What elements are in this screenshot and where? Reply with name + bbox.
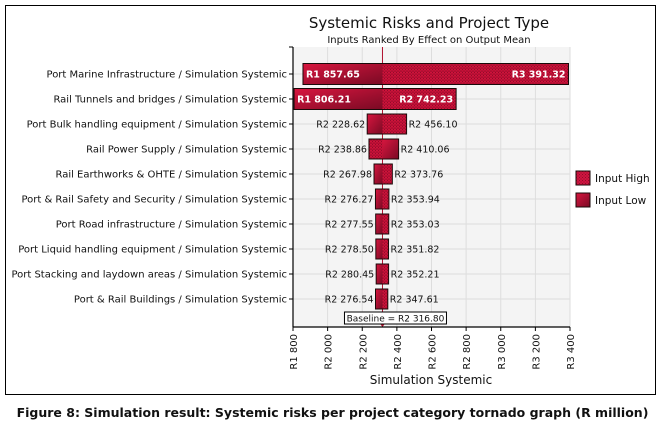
low-value-label: R2 278.50 [325,245,374,256]
high-value-label: R3 391.32 [512,70,566,81]
high-value-label: R2 410.06 [401,145,450,156]
bar-high-segment [382,88,457,110]
figure-caption: Figure 8: Simulation result: Systemic ri… [16,405,649,420]
bar-outline [375,238,390,260]
high-value-label: R2 373.76 [394,170,443,181]
x-tick-label: R2 800 [462,334,473,370]
baseline-label: Baseline = R2 316.80 [347,315,445,325]
bar-high-segment [382,289,388,309]
chart-title: Systemic Risks and Project Type [309,14,549,32]
category-label: Port Bulk handling equipment / Simulatio… [27,120,287,131]
x-tick-label: R1 800 [289,334,300,370]
category-label: Rail Power Supply / Simulation Systemic [86,145,287,156]
bar-low-segment [374,164,383,184]
bar-outline [293,88,457,110]
legend-label-input-low: Input Low [595,195,647,207]
high-value-label: R2 353.94 [391,195,440,206]
low-value-label: R2 277.55 [325,220,374,231]
x-tick-label: R3 400 [566,334,577,370]
tornado-bar[interactable] [375,238,390,260]
legend: Input High Input Low [575,170,650,208]
bar-outline [375,213,390,235]
bar-low-segment [375,214,383,234]
chart-subtitle: Inputs Ranked By Effect on Output Mean [327,35,530,46]
bar-high-segment [382,239,389,259]
category-labels: Port Marine Infrastructure / Simulation … [11,70,293,306]
low-value-label: R2 228.62 [316,120,365,131]
bar-high-segment [382,114,407,134]
category-label: Port & Rail Safety and Security / Simula… [21,195,287,206]
tornado-bar[interactable] [293,88,457,110]
category-label: Rail Earthworks & OHTE / Simulation Syst… [55,170,287,181]
bar-low-segment [376,264,383,284]
tornado-bar[interactable] [375,213,390,235]
category-label: Port Marine Infrastructure / Simulation … [47,70,287,81]
x-axis-title: Simulation Systemic [370,373,492,387]
category-label: Rail Tunnels and bridges / Simulation Sy… [53,95,287,106]
tornado-bar[interactable] [366,113,408,135]
bar-high-segment [382,63,569,85]
bar-low-segment [368,139,383,159]
high-value-label: R2 351.82 [391,245,440,256]
category-label: Port Road infrastructure / Simulation Sy… [56,220,287,231]
bar-low-segment [302,63,383,85]
tornado-bar[interactable] [375,288,389,310]
bar-high-segment [382,164,393,184]
axes [289,46,571,331]
high-value-label: R2 353.03 [391,220,440,231]
value-labels: R1 857.65 R3 391.32 R1 806.21 R2 742.23 R2 2… [297,70,565,306]
tornado-bar[interactable] [302,63,569,85]
bar-high-segment [382,139,399,159]
bar-outline [375,288,389,310]
low-value-label: R2 276.27 [325,195,374,206]
low-value-label: R1 806.21 [297,95,351,106]
x-tick-label: R3 000 [497,334,508,370]
tornado-bar[interactable] [373,163,393,185]
bar-high-segment [382,264,389,284]
bar-high-segment [382,214,389,234]
tornado-bar[interactable] [374,188,390,210]
category-label: Port & Rail Buildings / Simulation Syste… [74,295,287,306]
legend-swatch-input-low [575,192,591,208]
bar-high-segment [382,189,389,209]
bar-outline [368,138,400,160]
bar-low-segment [367,114,383,134]
x-tick-label: R2 000 [324,334,335,370]
tornado-bar[interactable] [375,263,390,285]
baseline-annotation: Baseline = R2 316.80 [343,311,447,325]
low-value-label: R1 857.65 [306,70,360,81]
bar-outline [375,263,390,285]
high-value-label: R2 742.23 [399,95,453,106]
bar-low-segment [375,239,383,259]
low-value-label: R2 267.98 [323,170,372,181]
bars-group [293,63,569,310]
bar-outline [374,188,390,210]
category-label: Port Liquid handling equipment / Simulat… [18,245,287,256]
low-value-label: R2 276.54 [325,295,374,306]
x-tick-labels: R1 800 R2 000 R2 200 R2 400 R2 600 R2 800 R3 0… [289,334,577,370]
legend-swatch-input-high [575,170,591,186]
x-tick-label: R2 200 [358,334,369,370]
tornado-chart: Systemic Risks and Project Type Inputs R… [11,14,650,387]
tornado-bar[interactable] [368,138,400,160]
low-value-label: R2 238.86 [318,145,367,156]
bar-low-segment [375,289,383,309]
baseline-box [343,311,447,325]
bar-outline [366,113,408,135]
legend-item-input-high[interactable]: Input High [575,170,650,186]
bar-outline [373,163,393,185]
low-value-label: R2 280.45 [325,270,374,281]
x-tick-label: R3 200 [531,334,542,370]
bar-low-segment [375,189,383,209]
category-label: Port Stacking and laydown areas / Simula… [11,270,287,281]
legend-label-input-high: Input High [595,173,650,185]
bar-outline [302,63,569,85]
x-tick-label: R2 600 [428,334,439,370]
high-value-label: R2 352.21 [391,270,440,281]
x-tick-label: R2 400 [393,334,404,370]
legend-item-input-low[interactable]: Input Low [575,192,647,208]
high-value-label: R2 456.10 [409,120,458,131]
high-value-label: R2 347.61 [390,295,439,306]
bar-low-segment [294,88,383,110]
